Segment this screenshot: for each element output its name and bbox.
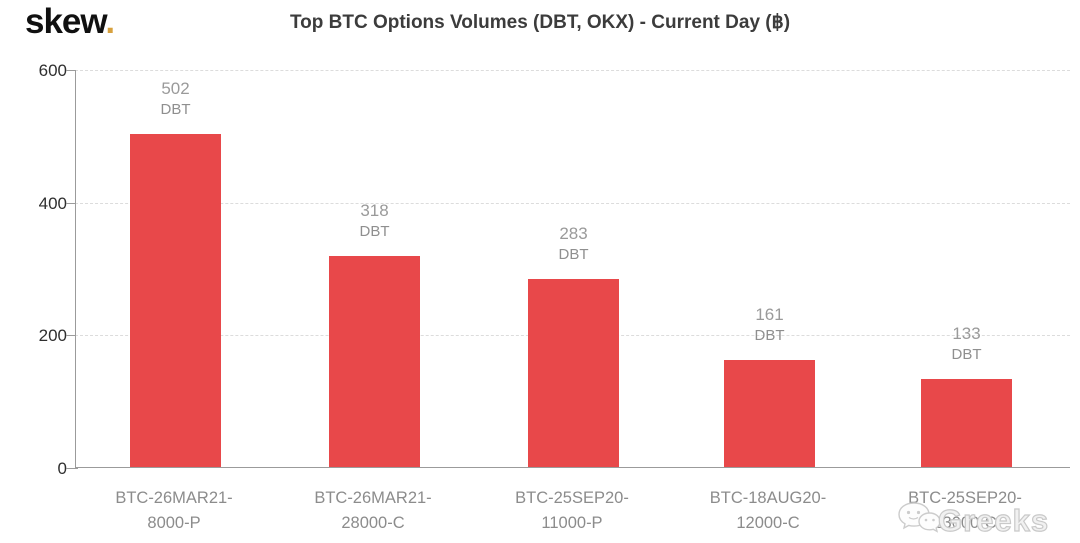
x-category-line1: BTC-25SEP20- — [908, 489, 1022, 507]
skew-logo-text: skew — [25, 2, 106, 41]
bar — [528, 279, 619, 467]
bar-group: 283 DBT — [528, 70, 619, 467]
ytick-label: 600 — [38, 61, 67, 80]
skew-logo: skew. — [25, 2, 115, 42]
bar-exchange-label: DBT — [754, 327, 785, 345]
bar-value-label: 318 — [360, 201, 389, 221]
chart-title: Top BTC Options Volumes (DBT, OKX) - Cur… — [289, 12, 791, 33]
bar — [130, 134, 221, 467]
bar-annotation: 161 DBT — [755, 304, 785, 346]
x-category-label: BTC-25SEP20- 13000-C — [855, 486, 1075, 536]
bar-group: 502 DBT — [130, 70, 221, 467]
bar-value-label: 502 — [161, 79, 190, 98]
bar-value-label: 161 — [755, 305, 784, 325]
ytick-label: 400 — [38, 193, 67, 213]
x-category-line1: BTC-18AUG20- — [709, 489, 827, 507]
bar — [724, 360, 815, 467]
bar-annotation: 133 DBT — [952, 323, 982, 365]
bar-group: 318 DBT — [329, 70, 420, 467]
bar-value-label: 133 — [952, 323, 981, 343]
x-category-line2: 11000-P — [541, 514, 603, 532]
bar — [921, 378, 1012, 467]
ytick-mark — [66, 468, 78, 469]
x-category-label: BTC-26MAR21- 8000-P — [64, 486, 284, 536]
x-category-label: BTC-18AUG20- 12000-C — [658, 486, 878, 536]
ytick-label: 200 — [38, 326, 67, 346]
x-category-line2: 8000-P — [147, 514, 201, 532]
bar-exchange-label: DBT — [951, 345, 982, 363]
watermark-text: Greeks — [937, 502, 1050, 538]
x-category-label: BTC-25SEP20- 11000-P — [462, 486, 682, 536]
bar-series: 502 DBT 318 DBT 283 DBT — [76, 70, 1070, 467]
x-category-line1: BTC-26MAR21- — [314, 489, 432, 507]
x-category-line2: 12000-C — [736, 514, 800, 532]
bar-exchange-label: DBT — [359, 223, 390, 241]
bar-exchange-label: DBT — [160, 101, 191, 118]
bar — [329, 256, 420, 467]
x-category-line2: 13000-C — [933, 514, 997, 532]
bar-group: 161 DBT — [724, 70, 815, 467]
bar-annotation: 318 DBT — [360, 200, 390, 242]
bar-annotation: 283 DBT — [559, 223, 589, 265]
bar-group: 133 DBT — [921, 70, 1012, 467]
x-axis-labels: BTC-26MAR21- 8000-P BTC-26MAR21- 28000-C… — [0, 486, 1080, 540]
x-category-line1: BTC-26MAR21- — [115, 489, 233, 507]
bar-annotation: 502 DBT — [161, 78, 191, 120]
ytick-label: 0 — [57, 459, 67, 478]
wechat-icon — [896, 499, 942, 542]
watermark: Greeks — [896, 499, 1049, 542]
x-category-line1: BTC-25SEP20- — [515, 489, 629, 507]
skew-logo-dot: . — [105, 2, 115, 41]
bar-exchange-label: DBT — [558, 246, 589, 264]
x-category-label: BTC-26MAR21- 28000-C — [263, 486, 483, 536]
x-category-line2: 28000-C — [341, 514, 405, 532]
plot-area: 502 DBT 318 DBT 283 DBT — [75, 70, 1070, 468]
bar-value-label: 283 — [559, 224, 588, 244]
